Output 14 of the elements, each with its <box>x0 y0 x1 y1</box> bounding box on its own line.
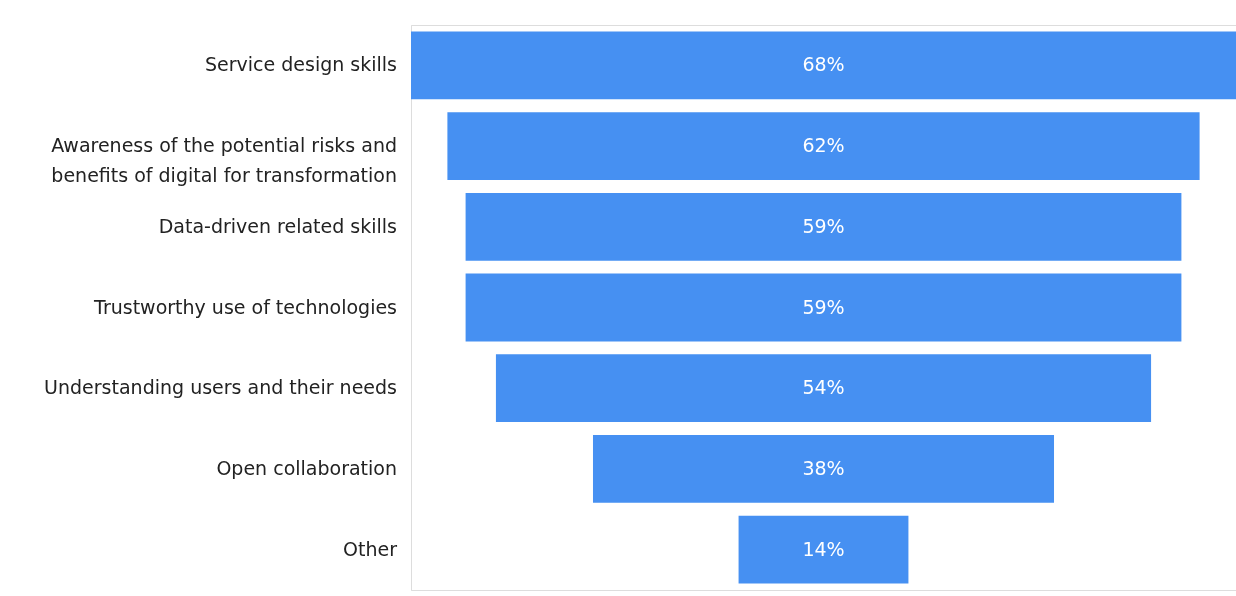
category-label: Open collaboration <box>216 456 397 479</box>
data-label: 14% <box>802 537 845 560</box>
category-label: Service design skills <box>205 53 397 76</box>
data-label: 59% <box>802 295 845 318</box>
category-label: Other <box>343 537 398 560</box>
data-label: 38% <box>802 456 845 479</box>
category-label: Trustworthy use of technologies <box>93 295 397 318</box>
category-label: Understanding users and their needs <box>44 376 397 399</box>
data-label: 62% <box>802 134 845 157</box>
data-label: 68% <box>802 53 845 76</box>
data-label: 59% <box>802 214 845 237</box>
category-label: Awareness of the potential risks and benefits of digital for transformation <box>51 134 397 187</box>
data-label: 54% <box>802 376 845 399</box>
category-label: Data-driven related skills <box>158 214 397 237</box>
